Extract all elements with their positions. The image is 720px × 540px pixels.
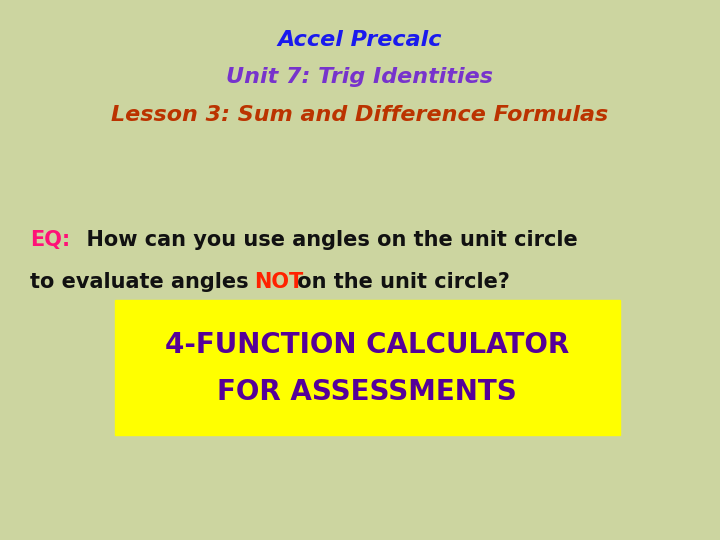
Text: NOT: NOT [254,272,303,292]
Text: Unit 7: Trig Identities: Unit 7: Trig Identities [227,67,493,87]
Text: to evaluate angles: to evaluate angles [30,272,256,292]
FancyBboxPatch shape [115,300,620,435]
Text: How can you use angles on the unit circle: How can you use angles on the unit circl… [72,230,577,250]
Text: EQ:: EQ: [30,230,71,250]
Text: on the unit circle?: on the unit circle? [290,272,510,292]
Text: 4-FUNCTION CALCULATOR: 4-FUNCTION CALCULATOR [165,331,569,359]
Text: Lesson 3: Sum and Difference Formulas: Lesson 3: Sum and Difference Formulas [112,105,608,125]
Text: FOR ASSESSMENTS: FOR ASSESSMENTS [217,378,517,406]
Text: Accel Precalc: Accel Precalc [278,30,442,50]
